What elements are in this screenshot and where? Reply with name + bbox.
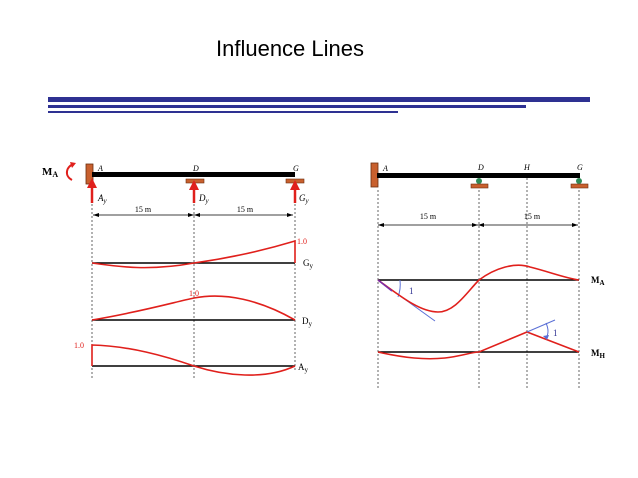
beam-right (377, 173, 580, 178)
value-label-ay: 1.0 (74, 341, 84, 350)
influence-curve-gy (91, 239, 296, 269)
line-label-ay: Ay (298, 362, 309, 374)
reaction-arrow-icon (87, 178, 97, 203)
roller-support-icon (470, 178, 489, 189)
slope-arrow-icon (543, 335, 549, 340)
value-label-gy: 1.0 (297, 237, 307, 246)
value-label-dy: 1.0 (189, 289, 199, 298)
tangent-highlight-ma (377, 279, 393, 292)
right-diagram: A D H G 15 m 15 m 1 (370, 162, 606, 388)
reaction-arrow-icon (290, 180, 300, 203)
dimension-line-left (93, 213, 293, 217)
reaction-label-ay: Ay (97, 193, 108, 205)
point-label-h: H (523, 163, 531, 172)
reaction-label-dy: Dy (198, 193, 210, 205)
point-label-a-right: A (382, 164, 388, 173)
point-label-g: G (293, 164, 299, 173)
slide-title: Influence Lines (216, 36, 364, 61)
span-label-ad-right: 15 m (420, 212, 437, 221)
line-label-ma: MA (591, 275, 605, 287)
point-label-d-right: D (477, 163, 484, 172)
fixed-support-a-right (370, 162, 379, 188)
influence-curve-ma (377, 264, 580, 313)
dimension-line-right (378, 223, 578, 227)
roller-support-icon (570, 178, 589, 189)
influence-curve-mh (377, 331, 580, 360)
span-label-ad: 15 m (135, 205, 152, 214)
influence-curve-ay (91, 344, 296, 376)
span-label-dg-right: 15 m (524, 212, 541, 221)
header-rule-thin (48, 111, 398, 113)
line-label-dy: Dy (302, 316, 313, 328)
slope-label-ma: 1 (409, 286, 414, 296)
point-label-a: A (97, 164, 103, 173)
reaction-arrow-icon (189, 180, 199, 203)
moment-label-ma: MA (42, 166, 58, 179)
line-label-gy: Gy (303, 258, 314, 270)
left-diagram: MA A D G Ay Dy Gy (42, 162, 314, 380)
beam-left (92, 172, 295, 177)
span-label-dg: 15 m (237, 205, 254, 214)
header-rule-thick (48, 97, 590, 102)
point-label-g-right: G (577, 163, 583, 172)
moment-arrowhead-icon (70, 162, 76, 168)
influence-curve-dy (91, 295, 296, 321)
reaction-label-gy: Gy (299, 193, 310, 205)
tangent-line-mh (526, 319, 556, 333)
line-label-mh: MH (591, 348, 606, 360)
slope-label-mh: 1 (553, 328, 558, 338)
point-label-d: D (192, 164, 199, 173)
header-rule-medium (48, 105, 526, 108)
